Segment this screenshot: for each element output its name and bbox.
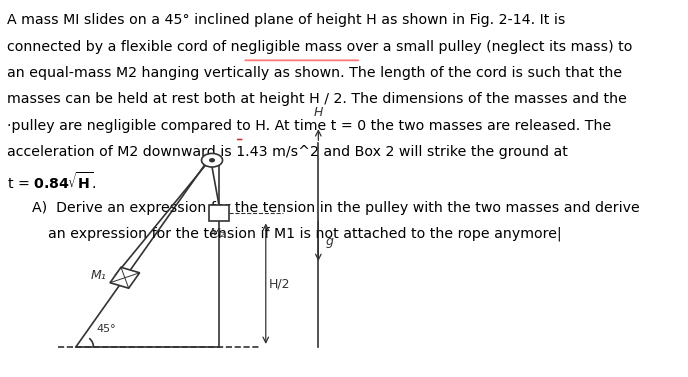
Circle shape bbox=[210, 159, 215, 162]
Text: g: g bbox=[325, 235, 333, 248]
Text: H: H bbox=[314, 106, 323, 119]
Text: masses can be held at rest both at height H / 2. The dimensions of the masses an: masses can be held at rest both at heigh… bbox=[7, 92, 627, 106]
Text: acceleration of M2 downward is 1.43 m/s^2 and Box 2 will strike the ground at: acceleration of M2 downward is 1.43 m/s^… bbox=[7, 145, 568, 159]
Text: 45°: 45° bbox=[96, 323, 116, 334]
Text: an expression for the tension if M1 is not attached to the rope anymore|: an expression for the tension if M1 is n… bbox=[48, 227, 561, 241]
Text: connected by a flexible cord of negligible mass over a small pulley (neglect its: connected by a flexible cord of negligib… bbox=[7, 40, 632, 54]
Text: an equal-mass M2 hanging vertically as shown. The length of the cord is such tha: an equal-mass M2 hanging vertically as s… bbox=[7, 66, 622, 80]
Polygon shape bbox=[110, 267, 140, 288]
Text: M₁: M₁ bbox=[91, 269, 107, 282]
Bar bbox=[209, 205, 229, 221]
Text: A mass MI slides on a 45° inclined plane of height H as shown in Fig. 2-14. It i: A mass MI slides on a 45° inclined plane… bbox=[7, 13, 566, 27]
Text: M₂: M₂ bbox=[209, 227, 225, 240]
Text: A)  Derive an expression for the tension in the pulley with the two masses and d: A) Derive an expression for the tension … bbox=[32, 201, 640, 215]
Text: ·pulley are negligible compared to H. At time t = 0 the two masses are released.: ·pulley are negligible compared to H. At… bbox=[7, 119, 611, 133]
Circle shape bbox=[202, 153, 222, 167]
Text: t = $\mathbf{0.84\sqrt{H}}$.: t = $\mathbf{0.84\sqrt{H}}$. bbox=[7, 172, 96, 192]
Text: H/2: H/2 bbox=[269, 277, 290, 290]
